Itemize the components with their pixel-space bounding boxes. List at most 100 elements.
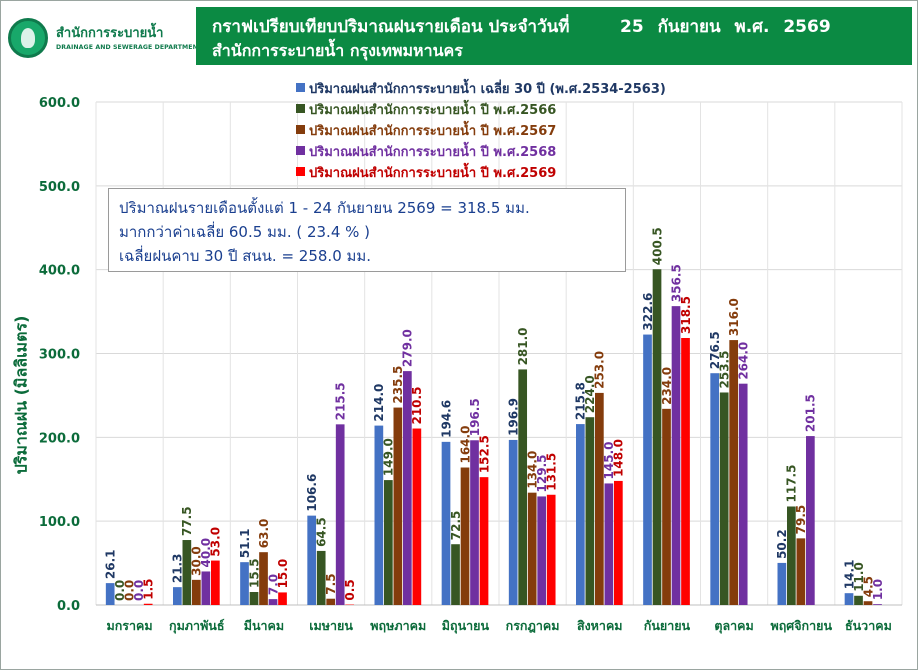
- legend-item: ปริมาณฝนสำนักการระบายน้ำ ปี พ.ศ.2566: [296, 99, 666, 120]
- data-label: 26.1: [104, 550, 118, 580]
- y-tick-label: 100.0: [39, 515, 80, 530]
- bar: [546, 494, 556, 605]
- bar: [143, 603, 153, 605]
- y-tick-label: 500.0: [39, 180, 80, 195]
- data-label: 77.5: [180, 506, 194, 536]
- x-tick-label: มกราคม: [107, 618, 153, 633]
- bar: [854, 595, 863, 605]
- x-tick-label: ตุลาคม: [714, 618, 753, 634]
- data-label: 21.3: [171, 554, 185, 584]
- data-label: 235.5: [391, 366, 405, 404]
- data-label: 152.5: [477, 435, 491, 473]
- bar: [729, 340, 739, 605]
- bar: [614, 480, 623, 605]
- bar: [595, 392, 604, 605]
- x-tick-label: พฤศจิกายน: [770, 618, 832, 633]
- bar: [585, 417, 595, 605]
- x-tick-label: พฤษภาคม: [370, 618, 426, 633]
- data-label: 72.5: [449, 511, 463, 541]
- bar: [240, 562, 249, 605]
- legend-label: ปริมาณฝนสำนักการระบายน้ำ เฉลี่ย 30 ปี (พ…: [309, 82, 666, 97]
- data-label: 264.0: [737, 342, 751, 380]
- summary-note-line: ปริมาณฝนรายเดือนตั้งแต่ 1 - 24 กันยายน 2…: [119, 199, 530, 217]
- data-label: 1.5: [142, 578, 156, 599]
- summary-note-line: เฉลี่ยฝนคาบ 30 ปี สนน. = 258.0 มม.: [119, 247, 372, 265]
- data-label: 148.0: [612, 439, 626, 477]
- data-label: 64.5: [315, 517, 329, 547]
- bar: [192, 579, 201, 605]
- data-label: 4.5: [861, 576, 875, 597]
- data-label: 15.0: [276, 559, 290, 589]
- bar: [307, 515, 317, 605]
- y-tick-label: 200.0: [39, 431, 80, 446]
- data-label: 7.0: [266, 574, 280, 595]
- bar: [479, 477, 489, 605]
- bar: [643, 334, 652, 605]
- logo-english-text: DRAINAGE AND SEWERAGE DEPARTMENT: [56, 44, 203, 51]
- bar: [335, 424, 345, 605]
- data-label: 106.6: [305, 474, 319, 512]
- bar: [796, 538, 806, 605]
- data-label: 0.5: [343, 579, 357, 600]
- bar: [201, 571, 211, 605]
- bar: [576, 424, 585, 605]
- bar: [537, 496, 547, 605]
- data-label: 214.0: [372, 384, 386, 422]
- chart-subtitle: สำนักการระบายน้ำ กรุงเทพมหานคร: [212, 41, 463, 60]
- bar: [806, 436, 815, 605]
- bar: [173, 587, 182, 605]
- bar: [403, 371, 412, 605]
- data-label: 253.5: [718, 351, 732, 389]
- bar: [662, 408, 671, 605]
- data-label: 134.0: [526, 451, 540, 489]
- data-label: 234.0: [660, 367, 674, 405]
- bar: [518, 369, 528, 605]
- data-label: 63.0: [257, 519, 271, 549]
- x-tick-label: เมษายน: [309, 618, 353, 633]
- data-label: 215.8: [574, 382, 588, 420]
- bar: [863, 601, 873, 605]
- data-label: 196.9: [507, 398, 521, 436]
- legend-swatch: [296, 125, 305, 134]
- legend-item: ปริมาณฝนสำนักการระบายน้ำ เฉลี่ย 30 ปี (พ…: [296, 78, 666, 99]
- summary-note-box: ปริมาณฝนรายเดือนตั้งแต่ 1 - 24 กันยายน 2…: [108, 188, 626, 272]
- bar: [412, 428, 422, 605]
- data-label: 79.5: [794, 505, 808, 535]
- y-axis-label: ปริมาณฝน (มิลลิเมตร): [11, 315, 31, 475]
- bar: [508, 439, 518, 605]
- data-label: 145.0: [602, 441, 616, 479]
- legend-label: ปริมาณฝนสำนักการระบายน้ำ ปี พ.ศ.2569: [309, 166, 557, 181]
- bar: [393, 407, 403, 605]
- data-label: 276.5: [708, 331, 722, 369]
- data-label: 131.5: [545, 453, 559, 491]
- data-label: 15.5: [247, 558, 261, 588]
- x-tick-label: สิงหาคม: [577, 618, 623, 633]
- data-label: 215.5: [334, 382, 348, 420]
- bar: [652, 269, 662, 605]
- x-tick-label: มิถุนายน: [442, 618, 490, 634]
- data-label: 149.0: [382, 438, 396, 476]
- bar: [844, 593, 854, 605]
- bar: [374, 425, 384, 605]
- data-label: 129.5: [535, 454, 549, 492]
- x-tick-label: กันยายน: [644, 618, 691, 633]
- department-logo: สำนักการระบายน้ำ DRAINAGE AND SEWERAGE D…: [6, 8, 202, 66]
- bar: [326, 598, 336, 605]
- bar: [787, 506, 796, 605]
- data-label: 318.5: [679, 296, 693, 334]
- legend-label: ปริมาณฝนสำนักการระบายน้ำ ปี พ.ศ.2566: [309, 103, 557, 118]
- data-label: 40.0: [199, 538, 213, 568]
- legend-swatch: [296, 167, 305, 176]
- y-tick-label: 0.0: [57, 599, 80, 614]
- data-label: 53.0: [209, 527, 223, 557]
- data-label: 30.0: [190, 546, 204, 576]
- x-tick-label: ธันวาคม: [845, 618, 892, 633]
- data-label: 164.0: [458, 426, 472, 464]
- bar: [738, 383, 748, 605]
- data-label: 253.0: [593, 351, 607, 389]
- data-label: 194.6: [439, 400, 453, 438]
- y-tick-label: 300.0: [39, 348, 80, 363]
- data-label: 50.2: [775, 529, 789, 559]
- x-tick-label: มีนาคม: [244, 618, 284, 633]
